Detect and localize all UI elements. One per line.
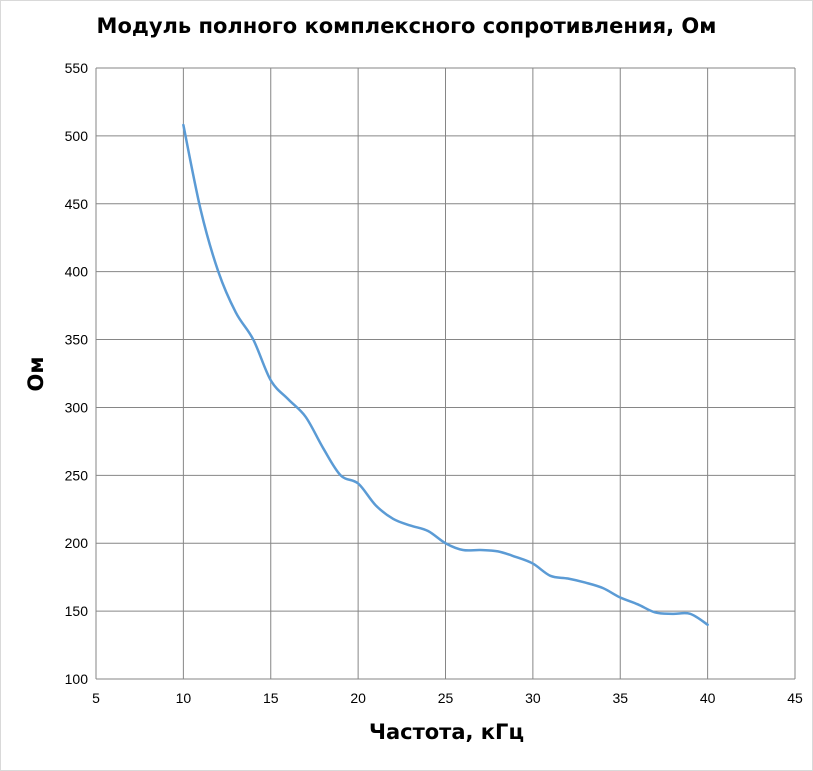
x-tick-label: 30 <box>525 690 541 706</box>
x-tick-label: 40 <box>700 690 716 706</box>
x-tick-label: 25 <box>438 690 454 706</box>
y-tick-label: 200 <box>65 535 89 551</box>
x-tick-label: 10 <box>176 690 192 706</box>
y-tick-label: 550 <box>65 60 89 76</box>
y-tick-label: 300 <box>65 399 89 415</box>
y-tick-label: 150 <box>65 603 89 619</box>
series-line <box>182 123 709 626</box>
y-tick-label: 500 <box>65 128 89 144</box>
y-tick-label: 100 <box>65 671 89 687</box>
y-tick-label: 450 <box>65 196 89 212</box>
y-tick-label: 350 <box>65 332 89 348</box>
chart-title: Модуль полного комплексного сопротивлени… <box>96 14 717 38</box>
x-tick-label: 20 <box>350 690 366 706</box>
x-tick-label: 5 <box>92 690 100 706</box>
x-axis-label: Частота, кГц <box>368 720 525 744</box>
tick-labels: 100 150 200 250 300 350 400 450 500 550 5 10 15 20 25 3… <box>65 60 803 706</box>
y-tick-label: 400 <box>65 264 89 280</box>
y-tick-label: 250 <box>65 467 89 483</box>
series-group <box>182 123 709 626</box>
x-tick-label: 45 <box>787 690 803 706</box>
x-tick-label: 15 <box>263 690 279 706</box>
gridlines <box>95 67 796 680</box>
x-tick-label: 35 <box>612 690 628 706</box>
